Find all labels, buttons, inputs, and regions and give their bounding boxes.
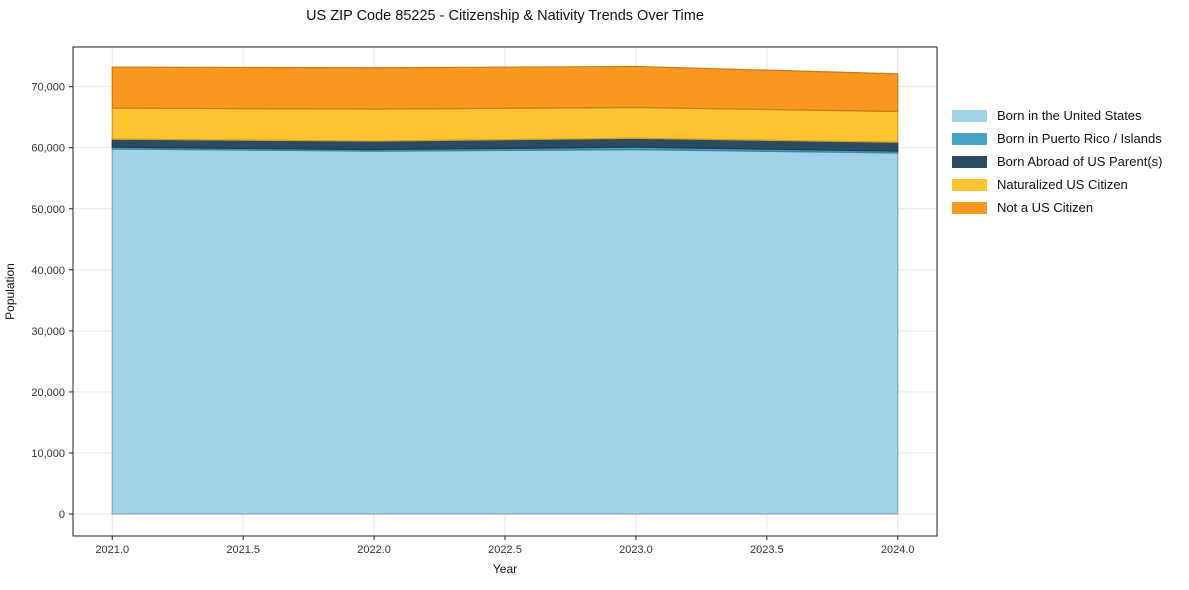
legend-swatch-born-abroad (952, 155, 987, 168)
y-axis-label: Population (3, 263, 17, 320)
legend-item-label: Naturalized US Citizen (997, 177, 1128, 192)
x-tick-label: 2022.0 (357, 544, 391, 556)
chart-title: US ZIP Code 85225 - Citizenship & Nativi… (306, 8, 704, 24)
legend-item: Naturalized US Citizen (952, 173, 1162, 196)
x-axis-label: Year (493, 562, 517, 576)
y-tick-label: 20,000 (31, 387, 65, 399)
x-tick-label: 2021.0 (95, 544, 129, 556)
legend-item-label: Born in the United States (997, 108, 1142, 123)
y-tick-label: 30,000 (31, 326, 65, 338)
x-tick-label: 2023.0 (619, 544, 653, 556)
legend-item: Born in Puerto Rico / Islands (952, 127, 1162, 150)
x-tick-label: 2021.5 (226, 544, 260, 556)
legend: Born in the United States Born in Puerto… (952, 104, 1162, 219)
legend-swatch-puerto-rico (952, 132, 987, 145)
area-band-5 (111, 65, 899, 113)
y-tick-label: 10,000 (31, 448, 65, 460)
x-tick-label: 2022.5 (488, 544, 522, 556)
y-tick-label: 70,000 (31, 82, 65, 94)
y-tick-label: 60,000 (31, 143, 65, 155)
x-tick-label: 2023.5 (750, 544, 784, 556)
legend-swatch-naturalized (952, 178, 987, 191)
x-tick-label: 2024.0 (881, 544, 915, 556)
y-tick-label: 40,000 (31, 265, 65, 277)
area-band-4 (111, 106, 899, 143)
y-tick-label: 50,000 (31, 204, 65, 216)
area-band-1 (111, 148, 899, 515)
legend-item: Born Abroad of US Parent(s) (952, 150, 1162, 173)
legend-swatch-not-citizen (952, 201, 987, 214)
legend-item-label: Born Abroad of US Parent(s) (997, 154, 1163, 169)
legend-swatch-born-in-us (952, 109, 987, 122)
y-tick-label: 0 (59, 509, 65, 521)
legend-item-label: Not a US Citizen (997, 200, 1094, 215)
legend-item: Not a US Citizen (952, 196, 1162, 219)
legend-item: Born in the United States (952, 104, 1162, 127)
legend-item-label: Born in Puerto Rico / Islands (997, 131, 1162, 146)
